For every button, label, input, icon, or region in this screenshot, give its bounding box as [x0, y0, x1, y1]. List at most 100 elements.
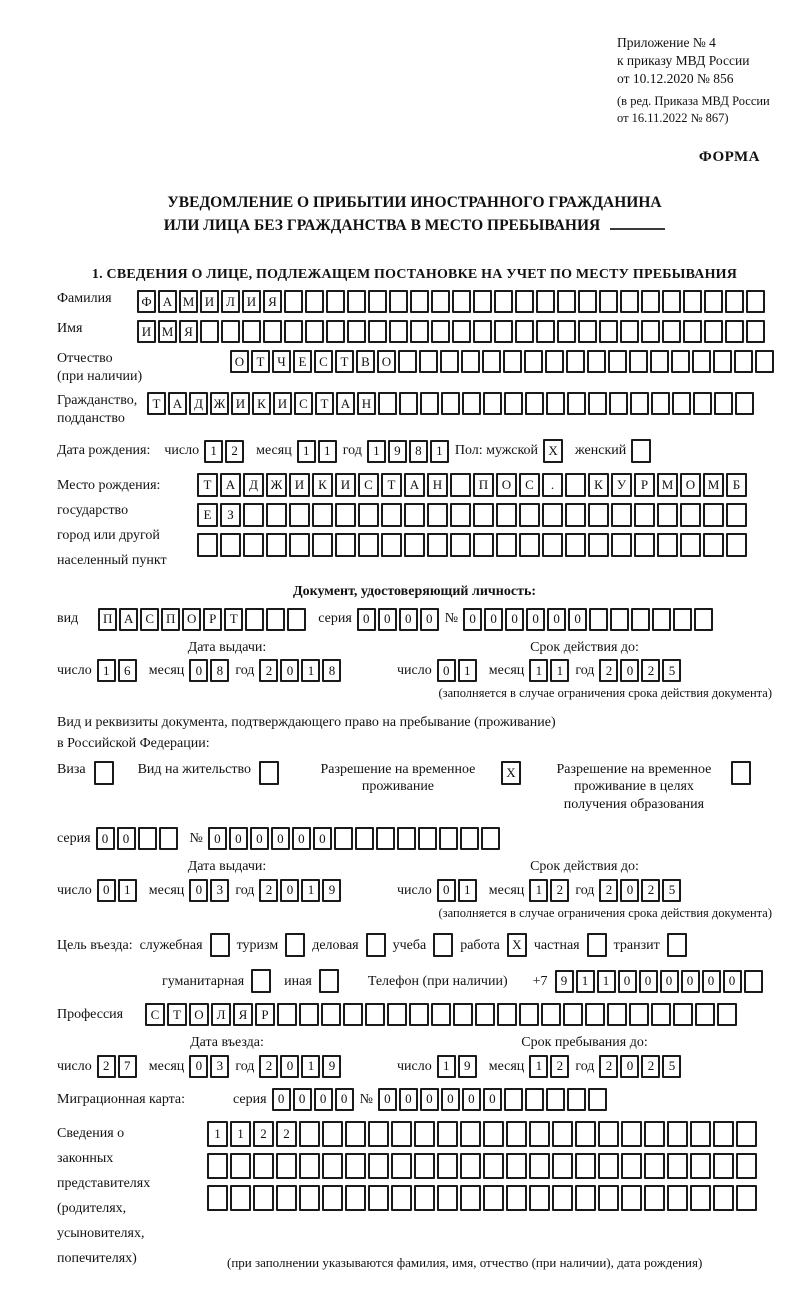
char-box[interactable]: Т	[147, 392, 166, 416]
char-box[interactable]: Б	[726, 473, 747, 498]
char-box[interactable]	[437, 1120, 458, 1147]
char-box[interactable]	[494, 290, 513, 314]
char-box[interactable]	[546, 392, 565, 416]
char-box[interactable]	[414, 1120, 435, 1147]
char-box[interactable]: 0	[377, 607, 397, 631]
char-box[interactable]: 0	[617, 969, 637, 993]
char-box[interactable]: 1	[429, 439, 449, 463]
char-box[interactable]: И	[137, 320, 156, 344]
char-box[interactable]: X	[506, 933, 527, 958]
char-box[interactable]	[725, 320, 744, 344]
char-box[interactable]	[713, 1152, 734, 1179]
char-box[interactable]	[725, 290, 744, 314]
char-box[interactable]	[566, 350, 585, 374]
char-box[interactable]: 0	[313, 1087, 333, 1111]
char-box[interactable]	[335, 533, 356, 558]
char-box[interactable]: А	[158, 290, 177, 314]
char-box[interactable]	[375, 827, 395, 851]
char-box[interactable]: 9	[457, 1054, 477, 1078]
char-box[interactable]	[755, 350, 774, 374]
char-box[interactable]	[524, 1087, 544, 1111]
char-box[interactable]: З	[220, 503, 241, 528]
char-box[interactable]: 0	[228, 827, 248, 851]
char-box[interactable]: 0	[419, 607, 439, 631]
char-box[interactable]: 0	[436, 659, 456, 683]
char-box[interactable]	[529, 1184, 550, 1211]
char-box[interactable]: 0	[568, 607, 588, 631]
char-box[interactable]	[207, 1184, 228, 1211]
char-box[interactable]	[368, 320, 387, 344]
char-box[interactable]: 0	[547, 607, 567, 631]
char-box[interactable]: 3	[210, 878, 230, 902]
char-box[interactable]	[599, 290, 618, 314]
char-box[interactable]	[453, 1003, 473, 1027]
char-box[interactable]: Р	[255, 1003, 275, 1027]
char-box[interactable]: 9	[387, 439, 407, 463]
char-box[interactable]	[483, 1184, 504, 1211]
char-box[interactable]	[641, 290, 660, 314]
char-box[interactable]	[598, 1184, 619, 1211]
char-box[interactable]: С	[358, 473, 379, 498]
char-box[interactable]: 8	[322, 659, 342, 683]
char-box[interactable]: О	[377, 350, 396, 374]
char-box[interactable]: 0	[463, 607, 483, 631]
char-box[interactable]: 0	[280, 1054, 300, 1078]
char-box[interactable]	[312, 533, 333, 558]
char-box[interactable]	[541, 1003, 561, 1027]
char-box[interactable]	[704, 290, 723, 314]
char-box[interactable]: Я	[233, 1003, 253, 1027]
char-box[interactable]	[743, 969, 763, 993]
char-box[interactable]	[611, 533, 632, 558]
char-box[interactable]	[717, 1003, 737, 1027]
char-box[interactable]	[631, 439, 652, 464]
char-box[interactable]: В	[356, 350, 375, 374]
char-box[interactable]: Р	[634, 473, 655, 498]
char-box[interactable]	[611, 503, 632, 528]
char-box[interactable]	[652, 607, 672, 631]
char-box[interactable]: И	[273, 392, 292, 416]
char-box[interactable]: 8	[408, 439, 428, 463]
char-box[interactable]	[417, 827, 437, 851]
char-box[interactable]	[251, 969, 272, 994]
char-box[interactable]	[450, 533, 471, 558]
char-box[interactable]	[736, 1120, 757, 1147]
char-box[interactable]: 2	[599, 1054, 619, 1078]
char-box[interactable]	[276, 1184, 297, 1211]
char-box[interactable]	[437, 1152, 458, 1179]
char-box[interactable]: П	[161, 607, 181, 631]
char-box[interactable]	[285, 933, 306, 958]
char-box[interactable]	[253, 1152, 274, 1179]
char-box[interactable]	[473, 533, 494, 558]
char-box[interactable]	[703, 533, 724, 558]
char-box[interactable]	[220, 533, 241, 558]
char-box[interactable]: Т	[381, 473, 402, 498]
char-box[interactable]: 1	[529, 1054, 549, 1078]
char-box[interactable]	[644, 1184, 665, 1211]
char-box[interactable]: 1	[207, 1120, 228, 1147]
char-box[interactable]: 1	[96, 659, 116, 683]
char-box[interactable]	[243, 503, 264, 528]
char-box[interactable]: 2	[550, 1054, 570, 1078]
char-box[interactable]	[460, 1120, 481, 1147]
char-box[interactable]	[503, 350, 522, 374]
char-box[interactable]: А	[168, 392, 187, 416]
char-box[interactable]	[266, 533, 287, 558]
char-box[interactable]: Т	[197, 473, 218, 498]
char-box[interactable]	[158, 827, 178, 851]
char-box[interactable]	[333, 827, 353, 851]
char-box[interactable]	[599, 320, 618, 344]
char-box[interactable]	[299, 1184, 320, 1211]
char-box[interactable]	[305, 320, 324, 344]
char-box[interactable]: 1	[366, 439, 386, 463]
char-box[interactable]	[690, 1120, 711, 1147]
char-box[interactable]	[704, 320, 723, 344]
char-box[interactable]	[735, 392, 754, 416]
char-box[interactable]	[243, 533, 264, 558]
char-box[interactable]: Н	[427, 473, 448, 498]
char-box[interactable]: 0	[207, 827, 227, 851]
char-box[interactable]	[587, 1087, 607, 1111]
char-box[interactable]	[438, 827, 458, 851]
char-box[interactable]	[542, 503, 563, 528]
char-box[interactable]: 2	[641, 659, 661, 683]
char-box[interactable]	[713, 1120, 734, 1147]
